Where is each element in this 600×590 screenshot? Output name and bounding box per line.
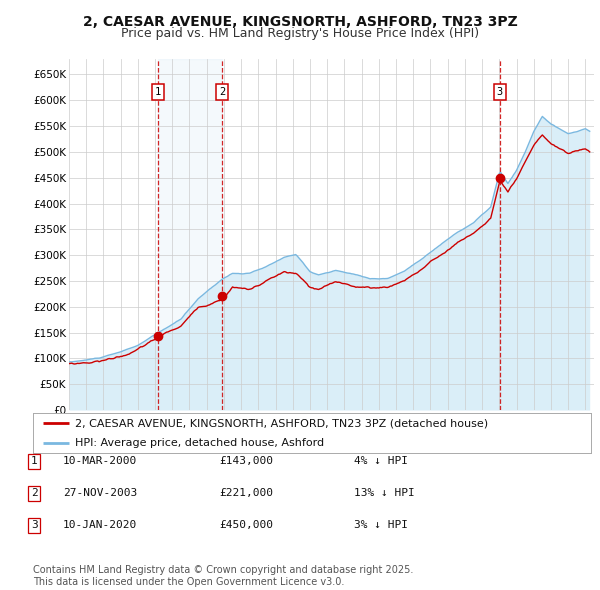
Text: 2: 2 — [31, 489, 38, 498]
Bar — [158, 59, 222, 410]
Text: 13% ↓ HPI: 13% ↓ HPI — [354, 489, 415, 498]
Text: 4% ↓ HPI: 4% ↓ HPI — [354, 457, 408, 466]
Text: 10-MAR-2000: 10-MAR-2000 — [63, 457, 137, 466]
Text: HPI: Average price, detached house, Ashford: HPI: Average price, detached house, Ashf… — [75, 438, 324, 448]
Text: 2: 2 — [219, 87, 226, 97]
Text: 3: 3 — [31, 520, 38, 530]
Text: £143,000: £143,000 — [219, 457, 273, 466]
Text: Contains HM Land Registry data © Crown copyright and database right 2025.
This d: Contains HM Land Registry data © Crown c… — [33, 565, 413, 587]
Text: 1: 1 — [31, 457, 38, 466]
Text: 2, CAESAR AVENUE, KINGSNORTH, ASHFORD, TN23 3PZ (detached house): 2, CAESAR AVENUE, KINGSNORTH, ASHFORD, T… — [75, 418, 488, 428]
Text: 27-NOV-2003: 27-NOV-2003 — [63, 489, 137, 498]
Text: £221,000: £221,000 — [219, 489, 273, 498]
Text: 10-JAN-2020: 10-JAN-2020 — [63, 520, 137, 530]
Text: 2, CAESAR AVENUE, KINGSNORTH, ASHFORD, TN23 3PZ: 2, CAESAR AVENUE, KINGSNORTH, ASHFORD, T… — [83, 15, 517, 30]
Text: Price paid vs. HM Land Registry's House Price Index (HPI): Price paid vs. HM Land Registry's House … — [121, 27, 479, 40]
Text: 3: 3 — [497, 87, 503, 97]
Text: 3% ↓ HPI: 3% ↓ HPI — [354, 520, 408, 530]
Text: £450,000: £450,000 — [219, 520, 273, 530]
Text: 1: 1 — [155, 87, 161, 97]
